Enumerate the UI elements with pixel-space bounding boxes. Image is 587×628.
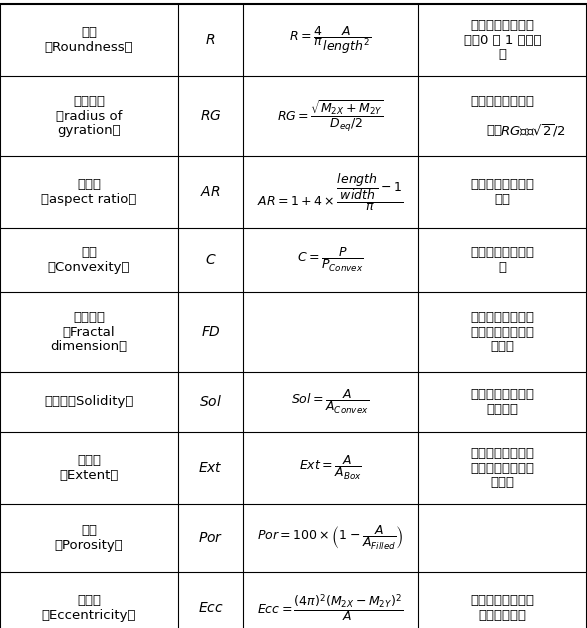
Text: 的比率: 的比率	[491, 476, 514, 489]
Text: $Ext = \dfrac{A}{A_{Box}}$: $Ext = \dfrac{A}{A_{Box}}$	[299, 454, 362, 482]
Text: 描述圆锥曲线轨道: 描述圆锥曲线轨道	[471, 594, 535, 607]
Text: （aspect ratio）: （aspect ratio）	[41, 193, 137, 205]
Text: 值: 值	[498, 261, 507, 274]
Text: 表示物体形状的对: 表示物体形状的对	[471, 178, 535, 192]
Text: $RG$值为$\sqrt{2}/2$: $RG$值为$\sqrt{2}/2$	[501, 122, 566, 139]
Text: 受物体伸长率的影: 受物体伸长率的影	[471, 19, 535, 32]
Text: 圆的: 圆的	[487, 124, 502, 137]
Text: （Extent）: （Extent）	[59, 468, 119, 482]
Text: 响，0 到 1 之间变: 响，0 到 1 之间变	[464, 33, 541, 46]
Text: 回旋半径: 回旋半径	[73, 95, 105, 108]
Text: 充实度: 充实度	[77, 455, 101, 467]
Text: gyration）: gyration）	[57, 124, 121, 137]
Text: $Ecc = \dfrac{(4\pi)^2(M_{2X}-M_{2Y})^2}{A}$: $Ecc = \dfrac{(4\pi)^2(M_{2X}-M_{2Y})^2}…	[258, 592, 404, 624]
Text: （radius of: （radius of	[56, 109, 122, 122]
Text: 物体面积与凸包络: 物体面积与凸包络	[471, 388, 535, 401]
Text: （Eccentricity）: （Eccentricity）	[42, 609, 136, 622]
Text: （Roundness）: （Roundness）	[45, 41, 133, 53]
Text: $C = \dfrac{P}{P_{Convex}}$: $C = \dfrac{P}{P_{Convex}}$	[297, 246, 364, 274]
Text: $Por$: $Por$	[198, 531, 223, 545]
Text: $Por = 100 \times \left(1 - \dfrac{A}{A_{Filled}}\right)$: $Por = 100 \times \left(1 - \dfrac{A}{A_…	[257, 524, 404, 552]
Text: 周长与凸周长的比: 周长与凸周长的比	[471, 246, 535, 259]
Text: （Convexity）: （Convexity）	[48, 261, 130, 274]
Text: $AR$: $AR$	[200, 185, 221, 199]
Text: $FD$: $FD$	[201, 325, 221, 339]
Text: 不规则性的最主要: 不规则性的最主要	[471, 325, 535, 338]
Text: 化: 化	[498, 48, 507, 61]
Text: （Porosity）: （Porosity）	[55, 539, 123, 551]
Text: 圆度: 圆度	[81, 26, 97, 40]
Text: 定义为物体面积与: 定义为物体面积与	[471, 447, 535, 460]
Text: 坚固度（Solidity）: 坚固度（Solidity）	[44, 396, 134, 408]
Text: 纵横比: 纵横比	[77, 178, 101, 192]
Text: 面积之比: 面积之比	[487, 403, 518, 416]
Text: 凸度: 凸度	[81, 246, 97, 259]
Text: （Fractal: （Fractal	[63, 325, 115, 338]
Text: 形状的数学量: 形状的数学量	[478, 609, 527, 622]
Text: $RG = \dfrac{\sqrt{M_{2X}+M_{2Y}}}{D_{eq}/2}$: $RG = \dfrac{\sqrt{M_{2X}+M_{2Y}}}{D_{eq…	[277, 98, 384, 134]
Text: $Sol$: $Sol$	[199, 394, 222, 409]
Text: $AR = 1 + 4 \times \dfrac{\dfrac{length}{width}-1}{\pi}$: $AR = 1 + 4 \times \dfrac{\dfrac{length}…	[257, 171, 404, 213]
Text: 偏心率: 偏心率	[77, 594, 101, 607]
Text: $Ext$: $Ext$	[198, 461, 223, 475]
Text: 称性: 称性	[494, 193, 511, 205]
Text: 孔率: 孔率	[81, 524, 97, 538]
Text: 受伸长率的影响，: 受伸长率的影响，	[471, 95, 535, 108]
Text: $RG$: $RG$	[200, 109, 221, 123]
Text: 的指标: 的指标	[491, 340, 514, 353]
Text: $R = \dfrac{4}{\pi}\dfrac{A}{length^2}$: $R = \dfrac{4}{\pi}\dfrac{A}{length^2}$	[289, 24, 372, 55]
Text: $Ecc$: $Ecc$	[198, 601, 224, 615]
Text: 分形维数: 分形维数	[73, 311, 105, 324]
Text: $Sol = \dfrac{A}{A_{Convex}}$: $Sol = \dfrac{A}{A_{Convex}}$	[292, 388, 370, 416]
Text: $R$: $R$	[205, 33, 215, 47]
Text: 度量物体复杂性和: 度量物体复杂性和	[471, 311, 535, 324]
Text: dimension）: dimension）	[50, 340, 127, 353]
Text: 其边界框面积之间: 其边界框面积之间	[471, 462, 535, 475]
Text: $C$: $C$	[205, 253, 217, 267]
